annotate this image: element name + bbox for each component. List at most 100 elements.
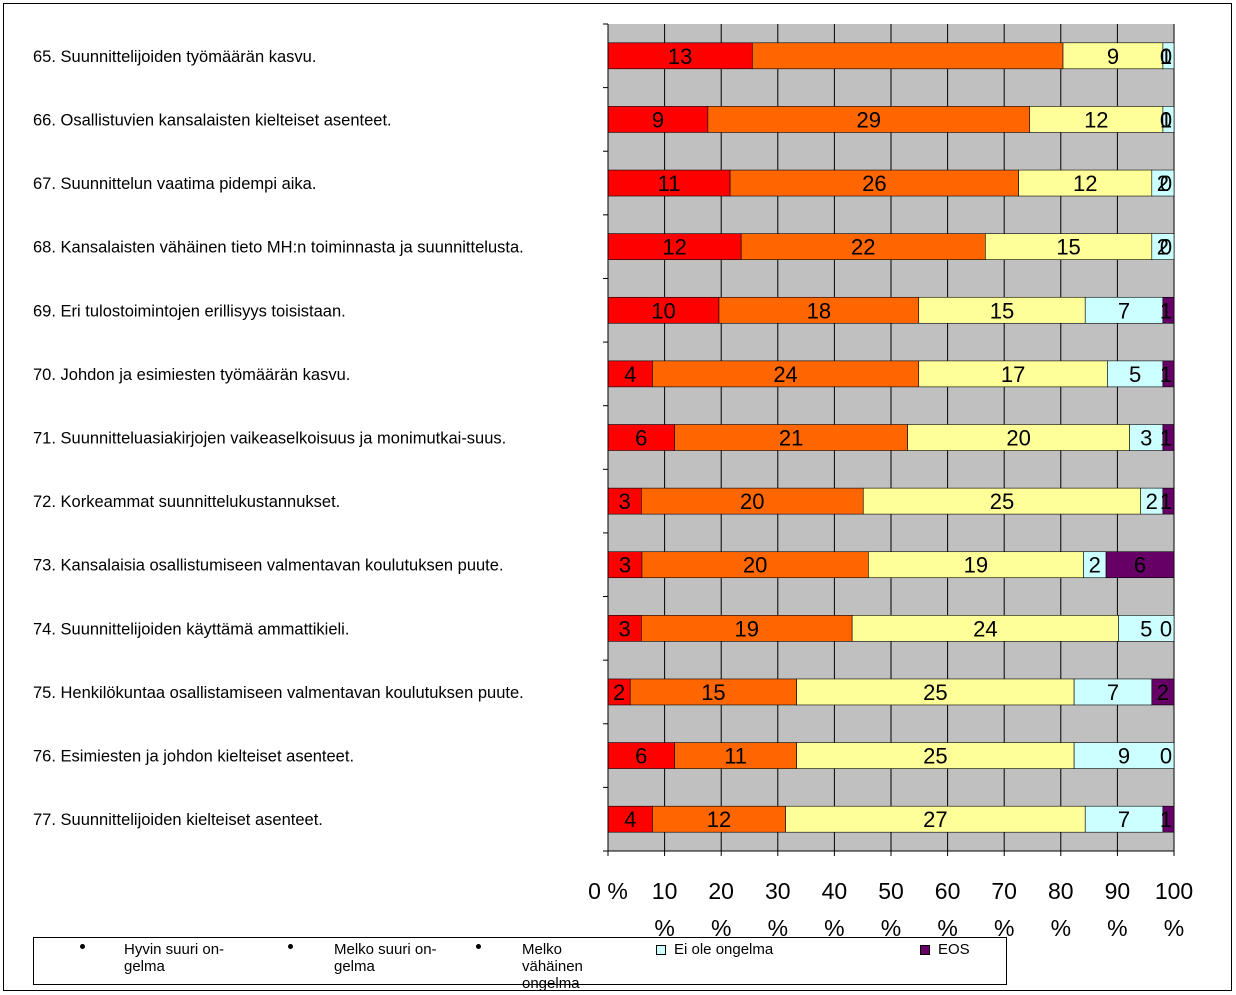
bar-value-label: 24 [973,616,997,641]
bar-value-label: 1 [1160,44,1172,69]
bar-value-label: 12 [707,807,731,832]
bar-segment [740,233,986,260]
bar-segment [1118,615,1175,642]
category-labels: 65. Suunnittelijoiden työmäärän kasvu. 66… [33,48,524,829]
bar-segment [1105,551,1175,579]
bar-value-label: 1 [1160,426,1172,451]
category-label: 75. Henkilökuntaa osallistamiseen valmen… [33,684,524,702]
bar-segment [918,360,1108,388]
legend-bullet-icon [476,944,481,949]
bar-segment [1107,360,1164,388]
bar-segment [1162,296,1175,324]
bar-segment [1162,42,1175,70]
bar-value-label: 3 [1140,426,1152,451]
bar-segment [707,106,1031,133]
bar-value-label: 0 [1160,107,1172,132]
x-tick-label: 100% [1155,878,1193,941]
bar-segment [1084,805,1164,833]
bar-value-label: 1 [1160,107,1172,132]
bar-value-label: 0 [1160,744,1172,769]
bar-segment [1162,487,1175,515]
bar-value-label: 2 [1157,680,1169,705]
bar-value-label: 19 [964,553,988,578]
bar-value-label: 4 [624,362,636,387]
bar-value-label: 2 [1146,489,1158,514]
bar-segment [1029,106,1164,133]
bar-value-label: 17 [1001,362,1025,387]
category-label: 71. Suunnitteluasiakirjojen vaikeaselkoi… [33,430,506,448]
bar-segment [862,487,1142,515]
legend-label-hyvin-suuri: Hyvin suuri on-gelma [124,941,225,975]
category-label: 76. Esimiesten ja johdon kielteiset asen… [33,748,354,766]
bar-value-label: 9 [1118,744,1130,769]
bar-value-label: 25 [923,680,947,705]
bar-segment [674,424,908,451]
bar-value-label: 3 [619,616,631,641]
bar-value-label: 6 [635,426,647,451]
bar-value-label: 7 [1107,680,1119,705]
bar-value-label: 5 [1129,362,1141,387]
bar-segment [674,742,797,769]
bar-segment [1162,360,1175,388]
category-label: 66. Osallistuvien kansalaisten kielteise… [33,111,392,129]
bar-value-label: 11 [724,744,747,769]
bar-segment [652,805,786,833]
bar-value-label: 22 [851,235,875,260]
category-label: 67. Suunnittelun vaatima pidempi aika. [33,175,316,193]
bar-segment [796,678,1075,706]
bar-value-label: 27 [923,807,947,832]
bar-segment [1162,106,1175,133]
bar-segment [796,742,1075,769]
bar-value-label: 6 [635,744,647,769]
bar-value-label: 26 [862,171,886,196]
legend-swatch-icon [656,945,666,955]
bar-value-label: 18 [807,298,831,323]
bar-segment [1151,233,1175,260]
x-tick-label: 20% [708,878,734,941]
bar-value-label: 15 [701,680,725,705]
category-label: 72. Korkeammat suunnittelukustannukset. [33,493,340,511]
bar-segment [607,296,720,324]
bar-value-label: 24 [773,362,797,387]
bar-segment [607,551,643,579]
bar-value-label: 3 [619,553,631,578]
bar-segment [868,551,1084,579]
bar-value-label: 0 [1160,616,1172,641]
legend-bullet-icon [80,944,85,949]
category-label: 77. Suunnittelijoiden kielteiset asentee… [33,811,323,829]
bar-value-label: 2 [613,680,625,705]
bar-value-label: 20 [743,553,767,578]
x-tick-label: 0 % [588,878,628,904]
category-label: 73. Kansalaisia osallistumiseen valmenta… [33,557,504,575]
bar-segment [652,360,920,388]
x-tick-label: 90% [1105,878,1131,941]
bar-value-label: 5 [1140,616,1152,641]
bar-segment [718,296,920,324]
bar-segment [607,360,653,388]
bar-segment [1162,805,1175,833]
bar-value-label: 25 [923,744,947,769]
bar-value-label: 15 [990,298,1014,323]
bar-segment [1151,169,1175,197]
bar-segment [607,42,753,70]
legend-label-melko-suuri: Melko suuri on-gelma [334,941,437,975]
bar-value-label: 20 [740,489,764,514]
x-tick-label: 30% [765,878,791,941]
bar-value-label: 2 [1089,553,1101,578]
bar-value-label: 0 [1160,171,1172,196]
bar-value-label: 1 [1160,362,1172,387]
bar-segment [640,615,853,642]
bar-value-label: 12 [662,235,686,260]
bar-value-label: 1 [1160,807,1172,832]
x-tick-label: 50% [878,878,904,941]
bar-segment [1151,678,1175,706]
legend-label-melko-vahainen: Melko vähäinen ongelma [522,941,583,992]
category-label: 74. Suunnittelijoiden käyttämä ammattiki… [33,620,349,638]
legend: Hyvin suuri on-gelma Melko suuri on-gelm… [33,937,1007,992]
bar-segment [751,42,1064,70]
bar-segment [607,424,675,451]
x-tick-label: 40% [822,878,848,941]
bar-value-label: 9 [652,107,664,132]
